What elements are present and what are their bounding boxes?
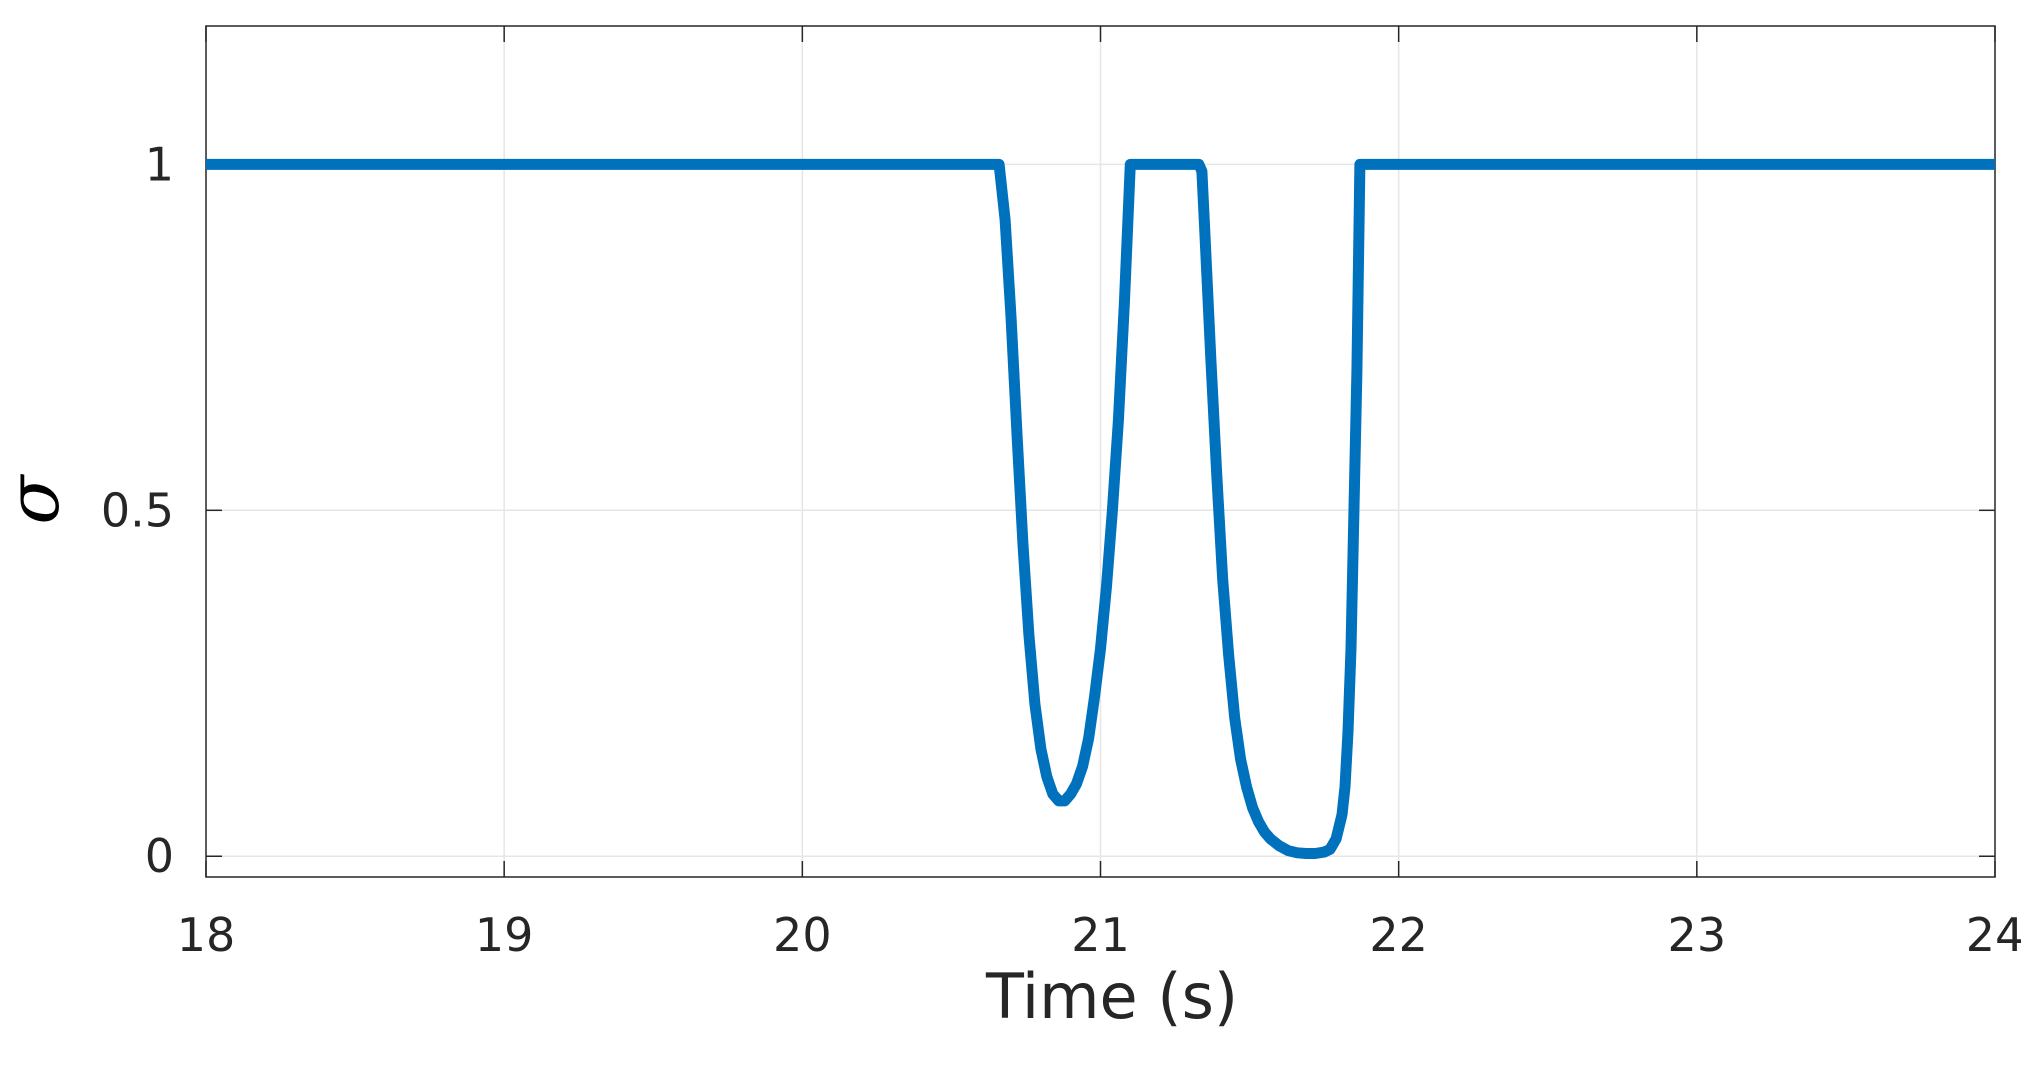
series-line xyxy=(206,158,1995,859)
tick-labels: 18 19 20 21 22 23 24 0 0.5 1 xyxy=(101,137,2021,962)
y-tick-label: 1 xyxy=(145,137,174,191)
y-axis-label: σ xyxy=(0,474,75,525)
x-tick-label: 19 xyxy=(475,908,534,962)
x-axis-label: Time (s) xyxy=(985,960,1238,1033)
x-tick-label: 18 xyxy=(177,908,236,962)
y-tick-label: 0 xyxy=(145,829,174,883)
x-tick-label: 22 xyxy=(1369,908,1428,962)
x-tick-label: 24 xyxy=(1966,908,2021,962)
x-tick-label: 23 xyxy=(1668,908,1727,962)
x-tick-label: 21 xyxy=(1071,908,1130,962)
y-tick-label: 0.5 xyxy=(101,483,174,537)
series-layer xyxy=(206,158,1995,859)
x-tick-label: 20 xyxy=(773,908,832,962)
